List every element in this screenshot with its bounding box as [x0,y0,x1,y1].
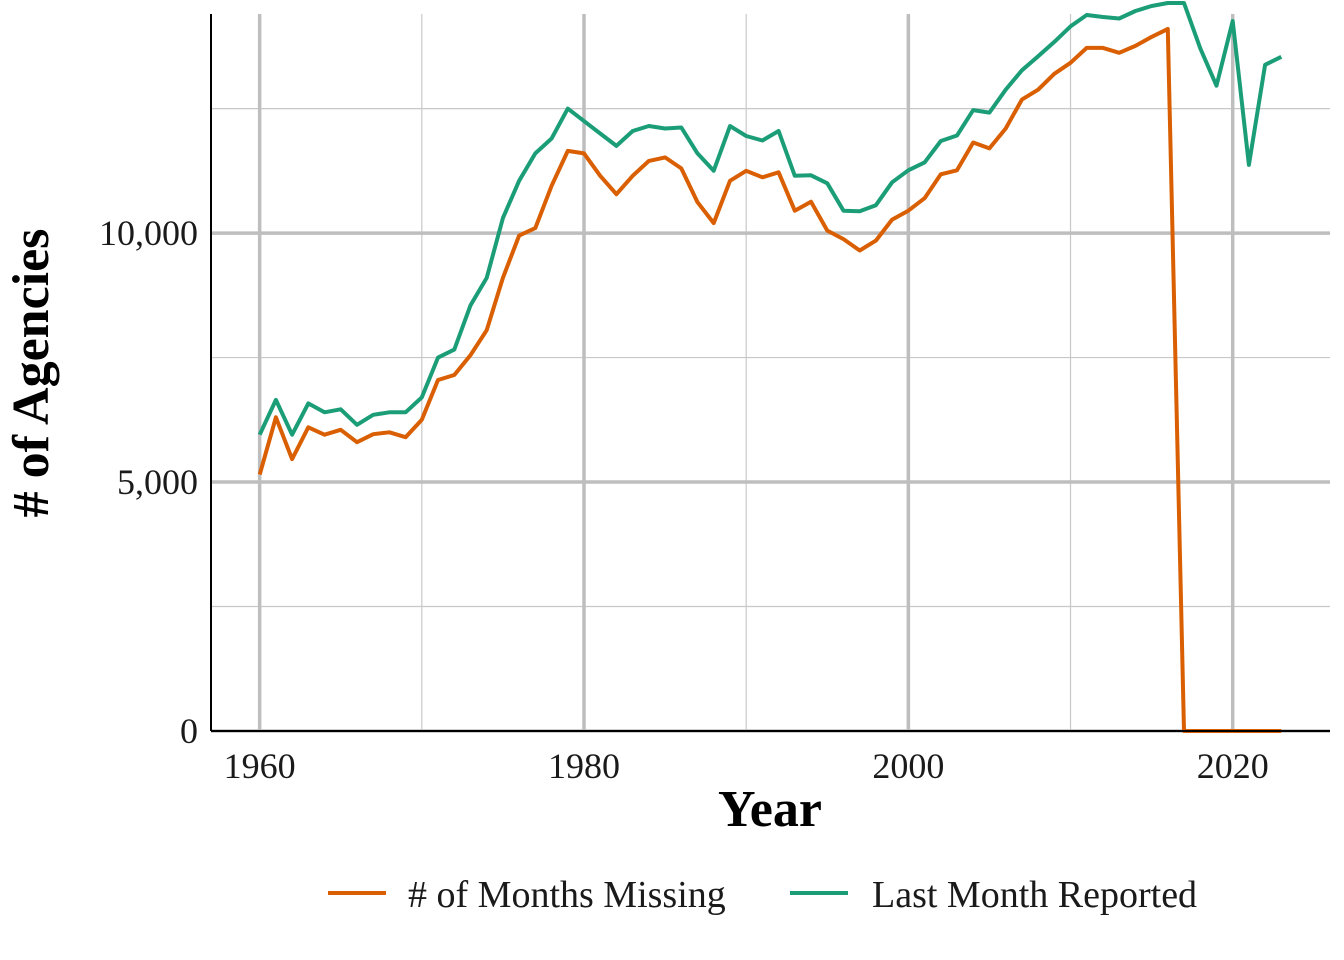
y-tick-label: 5,000 [117,462,198,502]
series-line-last-month-reported [257,1,1283,437]
x-tick-label: 2000 [872,746,944,786]
x-axis-title: Year [718,781,822,838]
y-axis-title: # of Agencies [3,229,60,518]
legend-label-months-missing: # of Months Missing [408,874,726,916]
minor-gridlines [211,14,1330,731]
series-line-months-missing [257,26,1282,733]
x-tick-label: 1980 [548,746,620,786]
y-tick-label: 10,000 [99,213,198,253]
tick-labels: 1960 1980 2000 2020 0 5,000 10,000 [99,213,1269,786]
major-gridlines [211,14,1330,733]
y-tick-label: 0 [180,711,198,751]
axes [210,14,1330,732]
x-tick-label: 2020 [1197,746,1269,786]
x-tick-label: 1960 [224,746,296,786]
series-lines [257,1,1283,733]
legend: # of Months Missing Last Month Reported [328,874,1197,916]
legend-label-last-month-reported: Last Month Reported [872,874,1197,916]
